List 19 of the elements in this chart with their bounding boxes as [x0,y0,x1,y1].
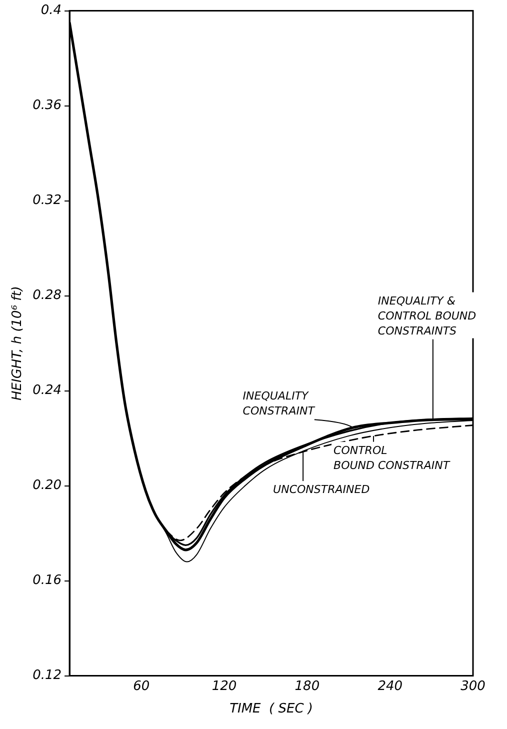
y-tick-label: 0.4 [40,3,62,18]
x-axis-title: TIME ( SEC ) [230,702,313,717]
y-tick-label: 0.16 [32,573,62,588]
x-tick-label: 60 [133,678,150,694]
y-tick-label: 0.36 [32,98,62,114]
annotation: CONTROL BOUND CONSTRAINT [334,444,451,472]
x-tick-label: 120 [212,678,237,694]
annotation: INEQUALITY CONSTRAINT [242,390,316,418]
annotation: UNCONSTRAINED [273,483,370,496]
y-tick-label: 0.28 [32,288,62,304]
x-tick-label: 180 [294,678,320,694]
x-tick-label: 300 [460,678,486,694]
x-tick-label: 240 [378,678,403,694]
y-tick-label: 0.20 [32,478,62,494]
y-tick-label: 0.24 [32,383,62,398]
y-tick-label: 0.32 [32,193,62,208]
y-axis-title: HEIGHT, h (10⁶ ft) [10,286,26,401]
annotation: INEQUALITY & CONTROL BOUND CONSTRAINTS [378,294,476,338]
y-tick-label: 0.12 [32,668,62,684]
